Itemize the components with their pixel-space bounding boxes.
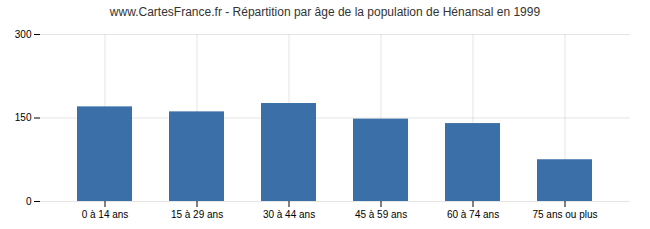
svg-text:30 à 44 ans: 30 à 44 ans bbox=[263, 209, 315, 220]
svg-text:15 à 29 ans: 15 à 29 ans bbox=[171, 209, 223, 220]
svg-text:0: 0 bbox=[26, 196, 32, 207]
svg-text:60 à 74 ans: 60 à 74 ans bbox=[447, 209, 499, 220]
html-text:www.CartesFrance.fr - Répartit: www.CartesFrance.fr - Répartition par âg… bbox=[109, 5, 541, 19]
svg-text:45 à 59 ans: 45 à 59 ans bbox=[355, 209, 407, 220]
svg-text:0 à 14 ans: 0 à 14 ans bbox=[82, 209, 129, 220]
svg-text:150: 150 bbox=[15, 112, 32, 123]
svg-text:75 ans ou plus: 75 ans ou plus bbox=[532, 209, 597, 220]
svg-text:300: 300 bbox=[15, 29, 32, 40]
